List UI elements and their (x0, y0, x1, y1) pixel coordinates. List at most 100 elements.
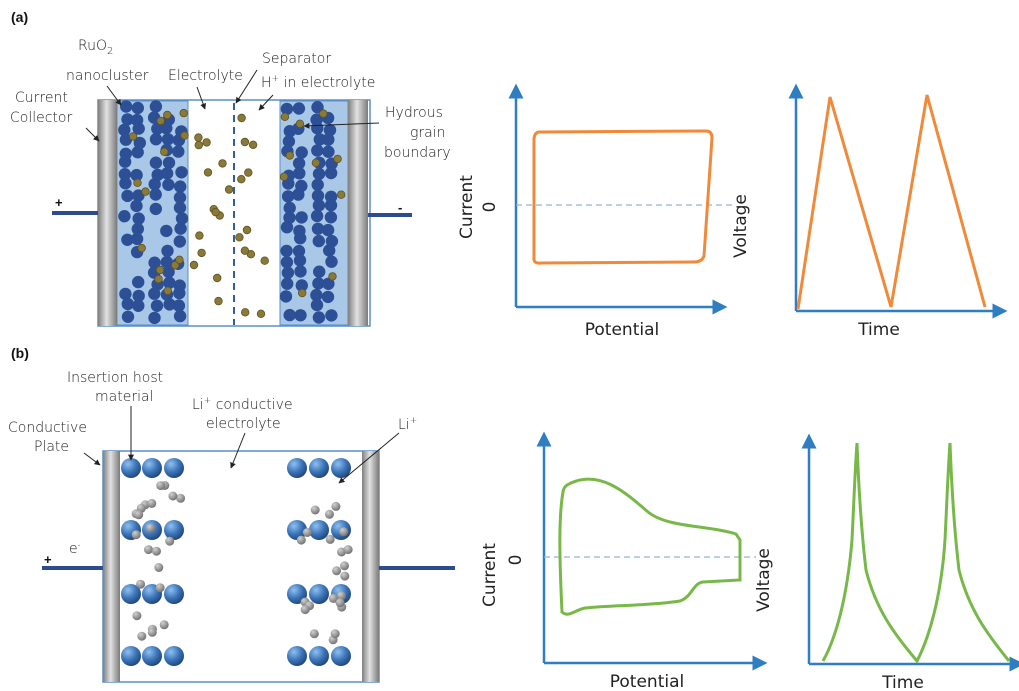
proton-particle (242, 225, 252, 235)
proton-particle (170, 261, 180, 270)
nanocluster-particle (131, 101, 144, 115)
host-sphere (331, 646, 351, 666)
nanocluster-particle (163, 298, 176, 311)
battery-schematic (42, 450, 455, 683)
nanocluster-particle (121, 233, 134, 246)
li-ion-particle (146, 523, 156, 533)
gcd-a-triangular-curve (796, 94, 987, 310)
li-ion-particle (165, 536, 175, 546)
nanocluster-particle (310, 288, 323, 302)
li-ion-particle (309, 629, 319, 639)
nanocluster-particle (311, 122, 324, 135)
host-sphere (121, 646, 141, 666)
ruo2-pointer (106, 85, 122, 106)
h-ion-pointer (258, 94, 274, 111)
host-sphere (121, 584, 141, 604)
li-ion-particle (152, 546, 161, 556)
proton-particle (160, 147, 169, 156)
li-ion-particle (137, 631, 147, 641)
nanocluster-particle (322, 145, 335, 158)
nanocluster-particle (293, 167, 306, 180)
nanocluster-particle (313, 265, 326, 278)
nanocluster-particle (173, 201, 187, 214)
host-sphere (164, 458, 184, 478)
nanocluster-particle (132, 299, 145, 312)
nanocluster-particle (295, 279, 308, 292)
proton-particle (197, 248, 206, 258)
cv-b-xlabel: Potential (610, 672, 684, 691)
li-ion-particle (147, 498, 157, 508)
proton-particle (328, 272, 337, 281)
host-sphere (287, 458, 307, 478)
nanocluster-particle (294, 232, 307, 245)
insertion-host-label: Insertion host (67, 370, 163, 386)
nanocluster-particle (321, 223, 335, 237)
nanocluster-particle (283, 308, 296, 322)
nanocluster-particle (322, 133, 335, 146)
nanocluster-particle (280, 102, 294, 116)
nanocluster-particle (160, 224, 173, 238)
nanocluster-particle (151, 122, 164, 135)
nanocluster-particle (321, 290, 335, 304)
supercapacitor-schematic (52, 99, 412, 327)
proton-particle (248, 140, 258, 149)
cv-a-rectangular-curve (532, 129, 714, 265)
li-ion-pointer (338, 432, 400, 484)
li-ion-particle (136, 579, 146, 589)
gcd-a-xlabel: Time (857, 320, 900, 340)
proton-particle (235, 233, 244, 242)
nanocluster-particle (162, 156, 176, 169)
nanocluster-particle (160, 167, 174, 180)
nanocluster-particle (118, 123, 131, 137)
li-ion-particle (335, 598, 345, 608)
proton-particle (333, 154, 342, 164)
nanocluster-particle (173, 191, 187, 204)
li-ion-particle (336, 591, 346, 601)
nanocluster-particle (173, 286, 186, 300)
nanocluster-particle (162, 265, 175, 279)
li-ion-particle (331, 501, 341, 511)
nanocluster-particle (121, 297, 134, 311)
li-ion-label: Li+ (398, 416, 417, 433)
proton-particle (203, 168, 213, 177)
nanocluster-particle (310, 298, 324, 312)
electrolyte-b-label: electrolyte (206, 416, 281, 432)
li-ion-particle (168, 491, 178, 501)
proton-particle (163, 286, 172, 295)
positive-terminal-sign-b: + (44, 552, 52, 567)
positive-terminal-sign: + (55, 195, 63, 210)
host-sphere (309, 458, 329, 478)
proton-particle (180, 131, 189, 140)
panel-a-label: (a) (11, 9, 28, 25)
gcd-a-ylabel: Voltage (731, 194, 751, 258)
nanocluster-particle (162, 178, 175, 191)
nanocluster-particle (279, 290, 293, 303)
nanocluster-particle (281, 190, 295, 203)
proton-particle (154, 274, 163, 284)
li-ion-particle (156, 481, 166, 491)
nanocluster-particle (133, 136, 146, 150)
nanocluster-particle (280, 256, 294, 269)
gcd-plot-b: Voltage Time (754, 433, 1019, 691)
nanocluster-particle (172, 299, 186, 312)
li-ion-particle (343, 545, 353, 555)
nanocluster-particle (118, 168, 132, 181)
nanocluster-particle (131, 146, 144, 159)
nanocluster-particle (280, 221, 294, 234)
nanocluster-particle (130, 199, 143, 213)
nanocluster-particle (293, 254, 307, 267)
nanocluster-particle (174, 222, 187, 235)
nanocluster-particle (151, 168, 164, 182)
ruo2-label: RuO2 (78, 38, 113, 57)
proton-particle (163, 110, 172, 120)
nanocluster-particle (325, 255, 338, 268)
li-ion-particle (340, 561, 349, 571)
electron-label: e- (69, 541, 81, 557)
negative-terminal-sign: - (398, 200, 402, 215)
proton-particle (155, 265, 165, 275)
nanocluster-particle (119, 287, 132, 301)
nanocluster-particle (311, 101, 324, 114)
li-ion-particle (332, 566, 342, 576)
nanocluster-particle (324, 211, 338, 224)
nanocluster-particle (132, 122, 145, 135)
